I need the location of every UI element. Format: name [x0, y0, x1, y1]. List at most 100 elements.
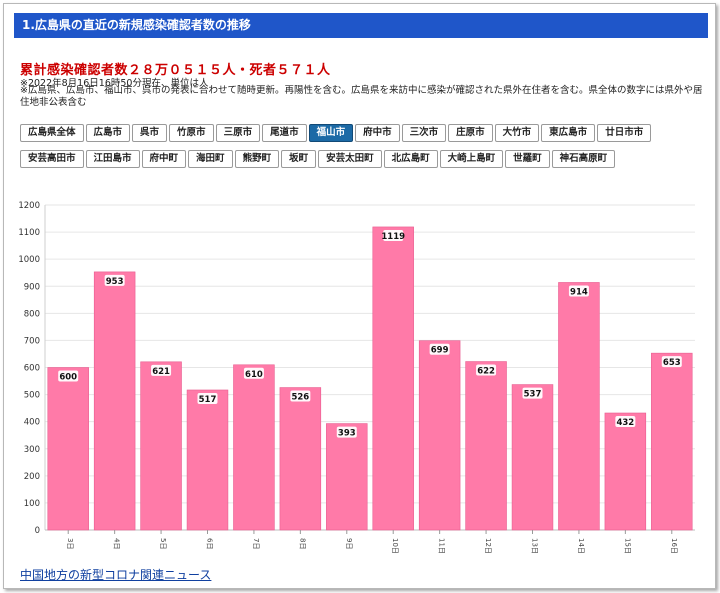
bar — [604, 412, 647, 531]
bar — [186, 389, 229, 531]
data-label: 653 — [663, 358, 681, 368]
data-label-box — [151, 364, 172, 376]
municipality-button[interactable]: 三次市 — [401, 124, 447, 142]
municipality-button[interactable]: 江田島市 — [85, 150, 140, 168]
data-label: 517 — [199, 395, 217, 405]
data-label-box — [383, 229, 404, 241]
bar — [558, 282, 600, 531]
section-title: 1.広島県の直近の新規感染確認者数の推移 — [22, 18, 251, 32]
municipality-button[interactable]: 呉市 — [132, 124, 168, 142]
y-tick-label: 300 — [24, 445, 40, 455]
y-tick-label: 600 — [24, 364, 40, 374]
bar — [465, 361, 507, 531]
municipality-button[interactable]: 坂町 — [281, 150, 317, 168]
y-tick-label: 500 — [24, 391, 40, 401]
x-tick-label: 14日 — [577, 538, 585, 554]
municipality-button[interactable]: 福山市 — [308, 124, 354, 142]
data-label: 600 — [59, 373, 77, 383]
x-tick-label: 5日 — [159, 538, 167, 549]
municipality-button[interactable]: 廿日市市 — [597, 124, 652, 142]
bar — [326, 423, 368, 531]
x-tick-label: 8日 — [298, 538, 306, 549]
municipality-button[interactable]: 世羅町 — [505, 150, 550, 168]
data-label: 953 — [106, 277, 124, 287]
municipality-button[interactable]: 三原市 — [215, 124, 261, 142]
data-label: 914 — [570, 287, 588, 297]
section-header: 1.広島県の直近の新規感染確認者数の推移 — [14, 13, 708, 38]
data-label: 1119 — [381, 232, 405, 242]
municipality-button[interactable]: 尾道市 — [262, 124, 307, 142]
municipality-button[interactable]: 府中町 — [141, 150, 187, 168]
data-label-box — [336, 426, 357, 438]
municipality-button[interactable]: 大崎上島町 — [439, 150, 504, 168]
municipality-button[interactable]: 海田町 — [188, 150, 233, 168]
data-label-box — [522, 387, 543, 399]
municipality-button[interactable]: 熊野町 — [234, 150, 280, 168]
x-tick-label: 10日 — [391, 538, 399, 554]
bar — [651, 352, 693, 531]
municipality-selector: 広島県全体 広島市 呉市 竹原市 三原市 尾道市 福山市 府中市 三次市 庄原市 大竹市 東広島市 廿日… — [20, 120, 700, 172]
data-label: 610 — [245, 370, 263, 380]
x-tick-label: 11日 — [438, 538, 446, 554]
municipality-button[interactable]: 広島県全体 — [20, 124, 84, 142]
data-label-box — [197, 392, 218, 404]
x-tick-label: 9日 — [345, 538, 353, 549]
x-tick-label: 16日 — [670, 538, 678, 554]
y-tick-label: 700 — [24, 336, 40, 346]
data-label: 526 — [291, 393, 309, 403]
municipality-button[interactable]: 大竹市 — [494, 124, 540, 142]
x-tick-label: 12日 — [484, 538, 492, 554]
y-tick-label: 900 — [24, 282, 40, 292]
bar — [418, 340, 461, 531]
news-link[interactable]: 中国地方の新型コロナ関連ニュース — [20, 568, 212, 582]
municipality-button[interactable]: 神石高原町 — [551, 150, 616, 168]
y-tick-label: 100 — [24, 499, 40, 509]
cumulative-total: 累計感染確認者数２８万０５１５人・死者５７１人 — [20, 63, 331, 78]
data-label: 699 — [431, 346, 449, 356]
x-tick-label: 3日 — [66, 538, 74, 549]
y-tick-label: 400 — [24, 418, 40, 428]
municipality-button[interactable]: 北広島町 — [383, 150, 438, 168]
bar — [511, 384, 554, 531]
data-label-box — [104, 274, 125, 286]
x-tick-label: 15日 — [623, 538, 631, 554]
y-tick-label: 1000 — [18, 255, 40, 265]
bar — [93, 271, 136, 531]
data-label: 621 — [152, 367, 170, 377]
data-label-box — [243, 367, 264, 379]
data-label-box — [429, 343, 450, 355]
data-label-box — [58, 370, 79, 382]
cases-bar-chart: 0 100 200 300 400 500 600 700 800 900 1000 1100 1200… — [18, 201, 695, 554]
y-tick-label: 0 — [35, 526, 40, 536]
bar — [372, 226, 414, 531]
data-label: 537 — [524, 390, 542, 400]
municipality-button[interactable]: 竹原市 — [169, 124, 214, 142]
data-label-box — [615, 416, 636, 427]
y-tick-label: 1200 — [18, 201, 40, 211]
as-of-note: ※2022年8月16日16時50分現在、単位は人 — [20, 78, 209, 89]
bar — [140, 361, 182, 531]
municipality-button[interactable]: 安芸太田町 — [318, 150, 382, 168]
data-label-box — [290, 390, 311, 402]
data-label-box — [661, 356, 682, 368]
bar — [233, 364, 275, 531]
bar — [47, 367, 89, 531]
data-label-box — [568, 285, 589, 297]
municipality-button[interactable]: 広島市 — [85, 124, 131, 142]
x-tick-label: 13日 — [531, 538, 539, 554]
x-tick-label: 4日 — [113, 538, 121, 549]
y-tick-label: 200 — [24, 472, 40, 482]
bar — [279, 387, 322, 531]
data-note: ※広島県、広島市、福山市、呉市の発表に合わせて随時更新。再陽性を含む。広島県を来… — [20, 85, 703, 108]
data-label-box — [476, 364, 497, 376]
x-tick-label: 7日 — [252, 538, 260, 549]
municipality-button[interactable]: 東広島市 — [541, 124, 596, 142]
data-label: 432 — [616, 418, 634, 428]
y-tick-label: 1100 — [18, 228, 40, 238]
x-tick-label: 6日 — [206, 538, 214, 549]
data-label: 622 — [477, 367, 495, 377]
municipality-button[interactable]: 府中市 — [355, 124, 400, 142]
municipality-button[interactable]: 庄原市 — [448, 124, 493, 142]
y-tick-label: 800 — [24, 309, 40, 319]
municipality-button[interactable]: 安芸高田市 — [20, 150, 84, 168]
